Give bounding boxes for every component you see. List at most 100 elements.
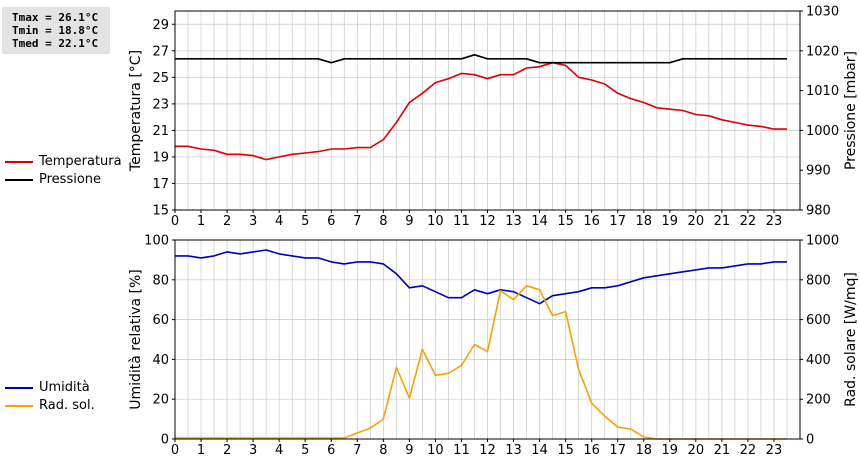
y-right-tick-label: 800 [806, 273, 831, 288]
humidity-swatch [5, 387, 33, 389]
x-tick-label: 22 [740, 214, 757, 229]
y-right-tick-label: 0 [806, 433, 814, 448]
y-right-tick-label: 400 [806, 353, 831, 368]
x-tick-label: 8 [379, 443, 387, 458]
x-tick-label: 15 [557, 214, 574, 229]
y-left-tick-label: 20 [152, 393, 169, 408]
x-tick-label: 10 [427, 214, 444, 229]
y-left-tick-label: 27 [152, 44, 169, 59]
x-tick-label: 15 [557, 443, 574, 458]
x-tick-label: 9 [405, 214, 413, 229]
x-tick-label: 20 [688, 214, 705, 229]
x-tick-label: 9 [405, 443, 413, 458]
x-tick-label: 0 [171, 443, 179, 458]
tmin-label: Tmin = 18.8°C [12, 24, 99, 37]
temperature-swatch [5, 161, 33, 163]
x-tick-label: 5 [301, 443, 309, 458]
legend-item-pressure: Pressione [5, 171, 122, 189]
x-tick-label: 23 [766, 214, 783, 229]
legend-item-humidity: Umidità [5, 379, 95, 397]
x-tick-label: 11 [453, 443, 470, 458]
radiation-swatch [5, 405, 33, 407]
x-tick-label: 7 [353, 443, 361, 458]
y-left-tick-label: 23 [152, 97, 169, 112]
y-left-tick-label: 15 [152, 204, 169, 219]
x-tick-label: 4 [275, 214, 283, 229]
x-tick-label: 21 [714, 214, 731, 229]
y-left-tick-label: 0 [161, 433, 169, 448]
x-tick-label: 3 [249, 214, 257, 229]
tmax-label: Tmax = 26.1°C [12, 11, 99, 24]
x-tick-label: 12 [479, 443, 496, 458]
x-tick-label: 0 [171, 214, 179, 229]
x-tick-label: 6 [327, 443, 335, 458]
x-tick-label: 11 [453, 214, 470, 229]
humidity-radiation-chart: 0 1 2 3 4 5 6 7 8 9 10 11 12 13 14 15 16 17 18 19 20 21 22 2302… [128, 234, 859, 459]
x-tick-label: 13 [505, 214, 522, 229]
x-tick-label: 23 [766, 443, 783, 458]
x-tick-label: 5 [301, 214, 309, 229]
x-tick-label: 7 [353, 214, 361, 229]
y-left-axis-title: Umidità relativa [%] [128, 269, 144, 410]
x-tick-label: 1 [197, 214, 205, 229]
x-tick-label: 17 [609, 443, 626, 458]
x-tick-label: 14 [531, 443, 548, 458]
y-right-axis-title: Pressione [mbar] [843, 51, 859, 170]
x-tick-label: 18 [635, 214, 652, 229]
y-right-axis-title: Rad. solare [W/mq] [843, 272, 859, 407]
y-left-tick-label: 19 [152, 150, 169, 165]
legend-radiation-label: Rad. sol. [39, 398, 95, 413]
x-tick-label: 18 [635, 443, 652, 458]
x-tick-label: 12 [479, 214, 496, 229]
y-left-tick-label: 60 [152, 313, 169, 328]
temperature-line [175, 61, 787, 161]
tmed-label: Tmed = 22.1°C [12, 37, 99, 50]
x-tick-label: 22 [740, 443, 757, 458]
pressure-swatch [5, 179, 33, 181]
legend-top: Temperatura Pressione [5, 153, 122, 189]
x-tick-label: 21 [714, 443, 731, 458]
x-tick-label: 6 [327, 214, 335, 229]
x-tick-label: 16 [583, 443, 600, 458]
y-right-tick-label: 1010 [806, 84, 839, 99]
y-left-tick-label: 29 [152, 18, 169, 33]
y-right-tick-label: 200 [806, 393, 831, 408]
x-tick-label: 4 [275, 443, 283, 458]
x-tick-label: 16 [583, 214, 600, 229]
x-tick-label: 13 [505, 443, 522, 458]
legend-temperature-label: Temperatura [39, 154, 122, 169]
legend-humidity-label: Umidità [39, 380, 90, 395]
legend-bottom: Umidità Rad. sol. [5, 379, 95, 415]
x-tick-label: 19 [662, 443, 679, 458]
legend-pressure-label: Pressione [39, 172, 102, 187]
y-left-tick-label: 21 [152, 124, 169, 139]
y-right-tick-label: 1000 [806, 234, 839, 249]
humidity-line [175, 249, 787, 305]
y-right-tick-label: 980 [806, 204, 831, 219]
legend-item-temperature: Temperatura [5, 153, 122, 171]
x-tick-label: 3 [249, 443, 257, 458]
stats-box: Tmax = 26.1°C Tmin = 18.8°C Tmed = 22.1°… [2, 7, 110, 54]
y-left-tick-label: 40 [152, 353, 169, 368]
pressure-line [175, 53, 787, 64]
y-left-tick-label: 80 [152, 273, 169, 288]
y-left-tick-label: 17 [152, 177, 169, 192]
y-right-tick-label: 600 [806, 313, 831, 328]
x-tick-label: 19 [662, 214, 679, 229]
y-left-axis-title: Temperatura [°C] [128, 50, 144, 172]
y-right-tick-label: 990 [806, 164, 831, 179]
x-tick-label: 17 [609, 214, 626, 229]
x-tick-label: 8 [379, 214, 387, 229]
x-tick-label: 20 [688, 443, 705, 458]
legend-item-radiation: Rad. sol. [5, 397, 95, 415]
x-tick-label: 2 [223, 214, 231, 229]
x-tick-label: 1 [197, 443, 205, 458]
x-tick-label: 14 [531, 214, 548, 229]
y-left-tick-label: 100 [144, 234, 169, 249]
y-right-tick-label: 1030 [806, 5, 839, 20]
y-right-tick-label: 1000 [806, 124, 839, 139]
x-tick-label: 10 [427, 443, 444, 458]
y-right-tick-label: 1020 [806, 44, 839, 59]
x-tick-label: 2 [223, 443, 231, 458]
